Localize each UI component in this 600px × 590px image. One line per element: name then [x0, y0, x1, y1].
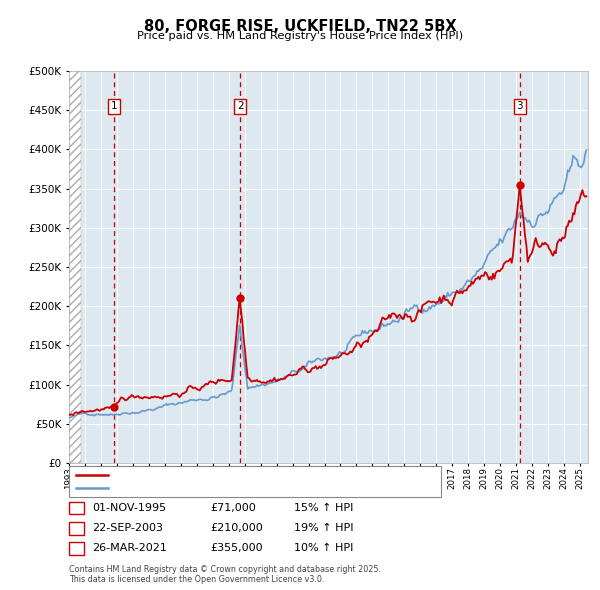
Text: 2: 2: [73, 523, 80, 533]
Text: 1: 1: [73, 503, 80, 513]
Text: 3: 3: [517, 101, 523, 111]
Text: 2: 2: [237, 101, 244, 111]
Text: 10% ↑ HPI: 10% ↑ HPI: [294, 543, 353, 553]
Text: 15% ↑ HPI: 15% ↑ HPI: [294, 503, 353, 513]
Text: HPI: Average price, semi-detached house, Wealden: HPI: Average price, semi-detached house,…: [115, 483, 365, 493]
Text: 26-MAR-2021: 26-MAR-2021: [92, 543, 167, 553]
Text: 19% ↑ HPI: 19% ↑ HPI: [294, 523, 353, 533]
Text: Contains HM Land Registry data © Crown copyright and database right 2025.
This d: Contains HM Land Registry data © Crown c…: [69, 565, 381, 584]
Text: £355,000: £355,000: [210, 543, 263, 553]
Text: Price paid vs. HM Land Registry's House Price Index (HPI): Price paid vs. HM Land Registry's House …: [137, 31, 463, 41]
Text: 22-SEP-2003: 22-SEP-2003: [92, 523, 163, 533]
Text: £210,000: £210,000: [210, 523, 263, 533]
Text: 1: 1: [111, 101, 118, 111]
Text: £71,000: £71,000: [210, 503, 256, 513]
Text: 3: 3: [73, 543, 80, 553]
Text: 80, FORGE RISE, UCKFIELD, TN22 5BX (semi-detached house): 80, FORGE RISE, UCKFIELD, TN22 5BX (semi…: [115, 470, 418, 480]
Text: 01-NOV-1995: 01-NOV-1995: [92, 503, 166, 513]
Text: 80, FORGE RISE, UCKFIELD, TN22 5BX: 80, FORGE RISE, UCKFIELD, TN22 5BX: [143, 19, 457, 34]
